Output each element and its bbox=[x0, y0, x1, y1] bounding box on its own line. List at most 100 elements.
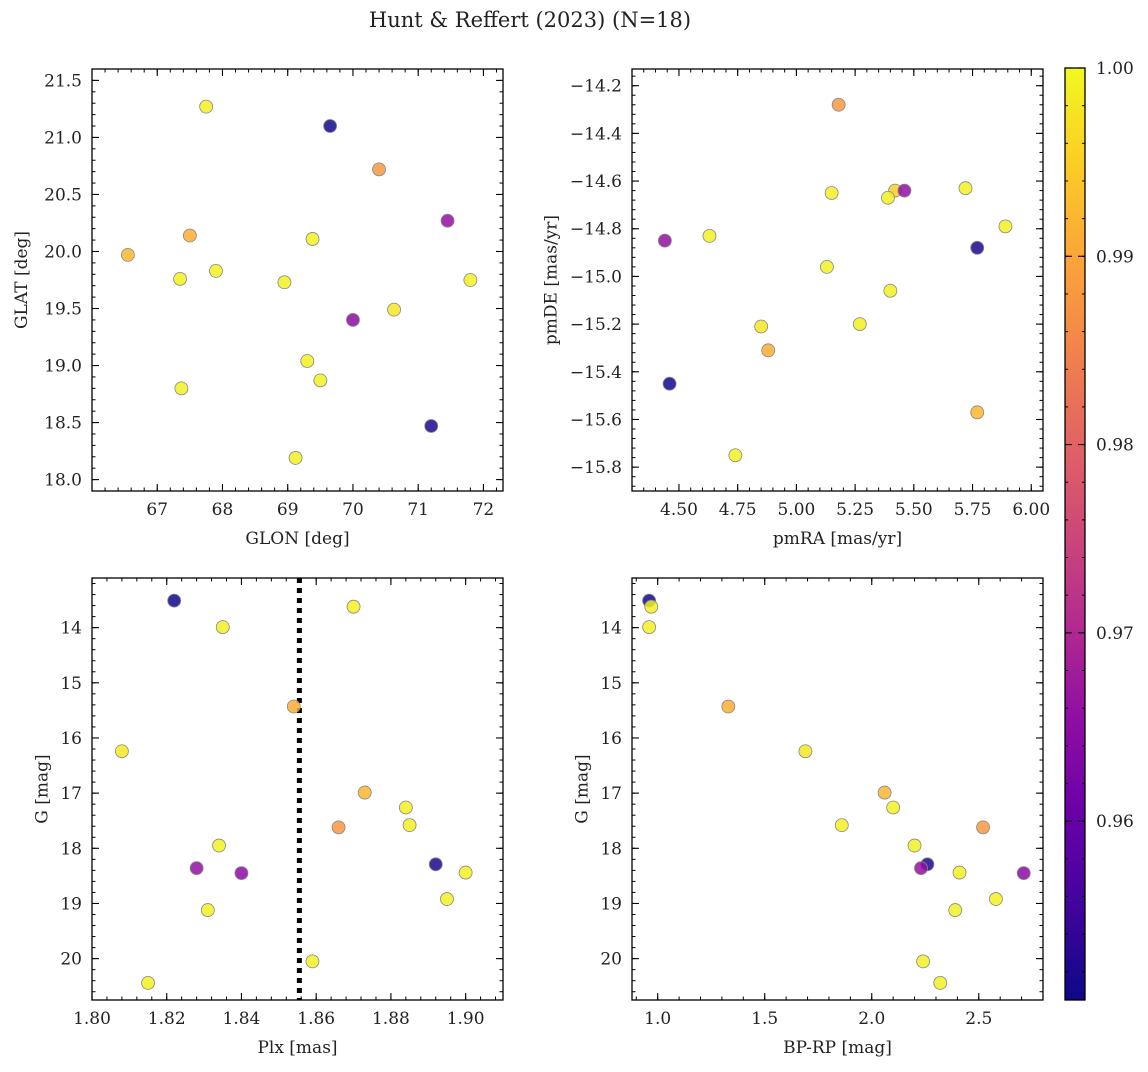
scatter-point bbox=[907, 838, 922, 853]
y-tick-label: 15 bbox=[600, 674, 622, 694]
y-tick-label: −15.2 bbox=[570, 315, 622, 335]
y-tick-label: −14.2 bbox=[570, 77, 622, 97]
scatter-point bbox=[970, 240, 985, 255]
scatter-point bbox=[120, 248, 135, 262]
scatter-point bbox=[323, 119, 338, 133]
scatter-point bbox=[458, 865, 473, 880]
x-tick-label: 1.90 bbox=[447, 1009, 485, 1029]
x-tick-label: 6.00 bbox=[1012, 500, 1050, 520]
scatter-point bbox=[174, 381, 189, 396]
y-tick-label: −15.4 bbox=[570, 363, 622, 383]
scatter-point bbox=[976, 820, 990, 835]
y-tick-label: 19.0 bbox=[44, 357, 82, 377]
y-tick-label: −15.0 bbox=[570, 267, 622, 287]
scatter-point bbox=[463, 273, 478, 287]
axes-frame bbox=[631, 68, 1044, 492]
y-tick-label: 19 bbox=[60, 894, 82, 914]
scatter-point bbox=[820, 259, 834, 274]
scatter-point bbox=[372, 162, 386, 177]
points bbox=[114, 593, 473, 990]
y-tick-label: −14.6 bbox=[570, 172, 622, 192]
y-tick-label: −15.8 bbox=[570, 458, 622, 478]
scatter-point bbox=[642, 620, 657, 634]
x-tick-label: 5.25 bbox=[836, 500, 874, 520]
figure-title: Hunt & Reffert (2023) (N=18) bbox=[369, 8, 691, 32]
scatter-point bbox=[831, 97, 846, 112]
scatter-point bbox=[277, 275, 292, 290]
colorbar-tick-label: 1.00 bbox=[1096, 59, 1134, 79]
x-tick-label: 71 bbox=[407, 500, 429, 520]
colorbar-tick-label: 0.98 bbox=[1096, 436, 1134, 456]
x-tick-label: 1.5 bbox=[751, 1009, 778, 1029]
colorbar-tick-label: 0.97 bbox=[1096, 624, 1134, 644]
scatter-point bbox=[761, 343, 776, 358]
y-tick-label: 19.5 bbox=[44, 300, 82, 320]
scatter-point bbox=[402, 818, 417, 833]
scatter-point bbox=[440, 892, 454, 906]
y-tick-label: 18 bbox=[600, 839, 622, 859]
x-tick-label: 67 bbox=[146, 500, 168, 520]
y-tick-label: 18.0 bbox=[44, 471, 82, 491]
panels: 67 68 69 70 71 72 18.0 18.5 19.0 19.5 20.0 20.5 21.0… bbox=[12, 68, 1050, 1058]
y-tick-label: 17 bbox=[60, 784, 82, 804]
scatter-point bbox=[657, 233, 672, 248]
y-tick-label: 19 bbox=[600, 894, 622, 914]
y-tick-label: 20 bbox=[600, 950, 622, 970]
minor-ticks bbox=[632, 578, 1044, 1000]
scatter-point bbox=[754, 319, 769, 334]
x-tick-label: 5.50 bbox=[895, 500, 933, 520]
scatter-point bbox=[331, 820, 346, 835]
scatter-point bbox=[286, 699, 301, 714]
scatter-point bbox=[209, 263, 223, 278]
x-tick-label: 1.82 bbox=[148, 1009, 186, 1029]
y-tick-label: 20.5 bbox=[44, 185, 82, 205]
scatter-point bbox=[357, 785, 372, 800]
x-tick-label: 69 bbox=[277, 500, 299, 520]
y-tick-label: 16 bbox=[60, 729, 82, 749]
scatter-point bbox=[440, 213, 455, 228]
x-tick-label: 5.00 bbox=[777, 500, 815, 520]
colorbar-tick-label: 0.96 bbox=[1096, 812, 1134, 832]
points bbox=[642, 593, 1031, 990]
colorbar-frame bbox=[1064, 67, 1086, 1001]
minor-ticks bbox=[631, 69, 1044, 491]
scatter-point bbox=[199, 99, 214, 114]
x-tick-label: 1.0 bbox=[644, 1009, 671, 1029]
y-tick-label: 14 bbox=[60, 619, 82, 639]
scatter-point bbox=[702, 228, 717, 243]
colorbar-gradient bbox=[1065, 68, 1085, 1000]
scatter-point bbox=[989, 892, 1003, 906]
y-axis-label: pmDE [mas/yr] bbox=[542, 215, 562, 345]
y-tick-label: 20 bbox=[60, 950, 82, 970]
scatter-point bbox=[424, 419, 439, 433]
x-tick-label: 72 bbox=[473, 500, 495, 520]
y-tick-label: −15.6 bbox=[570, 410, 622, 430]
x-tick-label: 68 bbox=[212, 500, 234, 520]
x-tick-label: 70 bbox=[342, 500, 364, 520]
scatter-point bbox=[958, 181, 973, 196]
y-tick-label: 18 bbox=[60, 839, 82, 859]
y-tick-label: 21.5 bbox=[44, 71, 82, 91]
scatter-point bbox=[970, 405, 985, 420]
points bbox=[657, 97, 1013, 463]
panel-sky: 67 68 69 70 71 72 18.0 18.5 19.0 19.5 20.0 20.5 21.0… bbox=[12, 68, 504, 549]
scatter-point bbox=[215, 620, 230, 634]
scatter-point bbox=[886, 800, 901, 815]
x-tick-label: 1.84 bbox=[223, 1009, 261, 1029]
y-tick-label: 16 bbox=[600, 729, 622, 749]
scatter-point bbox=[428, 857, 443, 872]
scatter-point bbox=[914, 861, 928, 876]
minor-ticks bbox=[91, 68, 503, 492]
y-tick-label: −14.8 bbox=[570, 220, 622, 240]
scatter-point bbox=[346, 599, 361, 614]
points bbox=[120, 99, 478, 465]
x-tick-label: 2.5 bbox=[965, 1009, 992, 1029]
scatter-point bbox=[881, 190, 895, 205]
x-axis-label: GLON [deg] bbox=[245, 529, 349, 549]
scatter-point bbox=[644, 599, 659, 614]
scatter-point bbox=[288, 451, 303, 465]
colorbar-tick-label: 0.99 bbox=[1096, 247, 1134, 267]
y-tick-label: 21.0 bbox=[44, 128, 82, 148]
